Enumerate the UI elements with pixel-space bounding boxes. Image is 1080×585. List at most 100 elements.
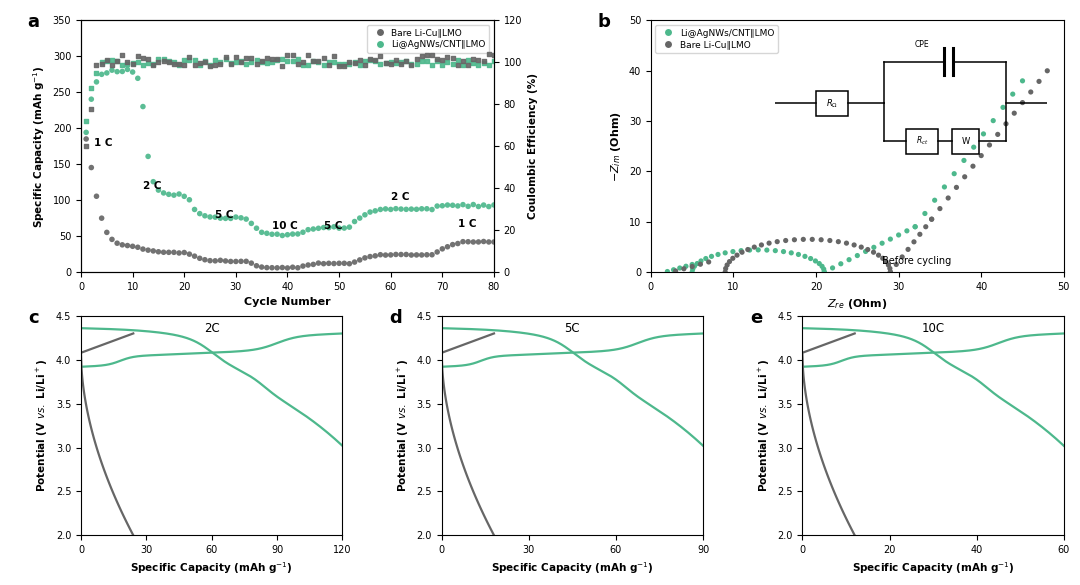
Point xyxy=(418,50,435,60)
Y-axis label: Coulombic Efficiency (%): Coulombic Efficiency (%) xyxy=(528,73,538,219)
Point xyxy=(377,204,394,214)
Point xyxy=(305,224,322,233)
Point xyxy=(186,60,203,70)
Point xyxy=(434,56,451,65)
Point xyxy=(139,54,157,64)
Point xyxy=(429,57,446,66)
Point xyxy=(305,56,322,66)
Point xyxy=(108,239,125,248)
Point xyxy=(113,240,131,250)
Point xyxy=(758,245,775,254)
Point xyxy=(985,116,1002,125)
Point xyxy=(874,254,891,263)
Point xyxy=(279,230,296,239)
Point xyxy=(243,54,260,63)
Point xyxy=(388,56,405,65)
Point xyxy=(459,60,476,70)
Point xyxy=(310,57,327,66)
Point xyxy=(485,56,502,66)
Point xyxy=(935,183,953,192)
Point xyxy=(840,255,858,264)
Point xyxy=(273,61,291,71)
Point xyxy=(124,58,141,68)
Point xyxy=(212,60,229,69)
Point xyxy=(264,263,281,273)
Point xyxy=(325,58,342,67)
Point xyxy=(217,54,234,64)
Point xyxy=(119,59,136,68)
Point xyxy=(849,251,866,260)
Point xyxy=(315,60,333,70)
Point xyxy=(93,214,110,223)
Point xyxy=(130,57,147,66)
Point xyxy=(310,259,327,268)
Text: 1 C: 1 C xyxy=(458,219,476,229)
Point xyxy=(139,246,157,255)
Point xyxy=(351,60,368,69)
Point xyxy=(330,59,348,68)
Point xyxy=(227,257,244,266)
Point xyxy=(320,259,337,268)
Point xyxy=(186,56,203,65)
Point xyxy=(356,60,374,70)
Point xyxy=(372,51,389,61)
Point xyxy=(429,54,446,64)
Point xyxy=(665,265,683,274)
Point xyxy=(789,250,807,259)
Point xyxy=(130,52,147,61)
Point xyxy=(191,58,208,67)
Point xyxy=(481,50,498,59)
Point xyxy=(119,241,136,250)
Point xyxy=(852,242,869,252)
Point xyxy=(449,239,467,248)
Point xyxy=(700,257,717,267)
Point xyxy=(201,60,218,70)
Point xyxy=(279,57,296,66)
Point xyxy=(227,212,244,222)
Point xyxy=(98,68,116,78)
X-axis label: Cycle Number: Cycle Number xyxy=(244,297,330,307)
Point xyxy=(720,257,738,266)
Point xyxy=(829,237,847,246)
Point xyxy=(119,65,136,74)
Text: 5C: 5C xyxy=(565,322,580,335)
Point xyxy=(305,56,322,66)
Point xyxy=(295,261,312,271)
Point xyxy=(269,55,286,64)
Point xyxy=(455,57,472,66)
Point xyxy=(777,236,794,245)
Point xyxy=(113,67,131,76)
Point xyxy=(336,61,353,70)
Point xyxy=(336,223,353,233)
Point xyxy=(197,255,214,264)
Point xyxy=(1014,76,1031,85)
Point xyxy=(692,256,710,266)
Point xyxy=(899,226,916,236)
Point xyxy=(191,209,208,218)
Point xyxy=(846,240,863,250)
Point xyxy=(362,56,379,65)
Point xyxy=(197,211,214,221)
Point xyxy=(362,252,379,261)
Point xyxy=(485,50,502,60)
Point xyxy=(154,55,172,64)
Point xyxy=(865,243,882,252)
Text: d: d xyxy=(390,309,402,328)
Point xyxy=(83,83,100,92)
Point xyxy=(180,55,198,64)
Point xyxy=(289,263,307,273)
Point xyxy=(366,251,383,260)
Point xyxy=(206,60,224,70)
Point xyxy=(238,215,255,224)
Point xyxy=(769,237,786,246)
Point xyxy=(289,229,307,239)
Point xyxy=(459,202,476,211)
Point xyxy=(1004,90,1022,99)
Text: c: c xyxy=(29,309,39,328)
Point xyxy=(191,254,208,263)
Point xyxy=(382,60,400,69)
Point xyxy=(258,58,275,67)
Point xyxy=(429,247,446,257)
Point xyxy=(923,215,941,224)
Point xyxy=(804,235,821,244)
